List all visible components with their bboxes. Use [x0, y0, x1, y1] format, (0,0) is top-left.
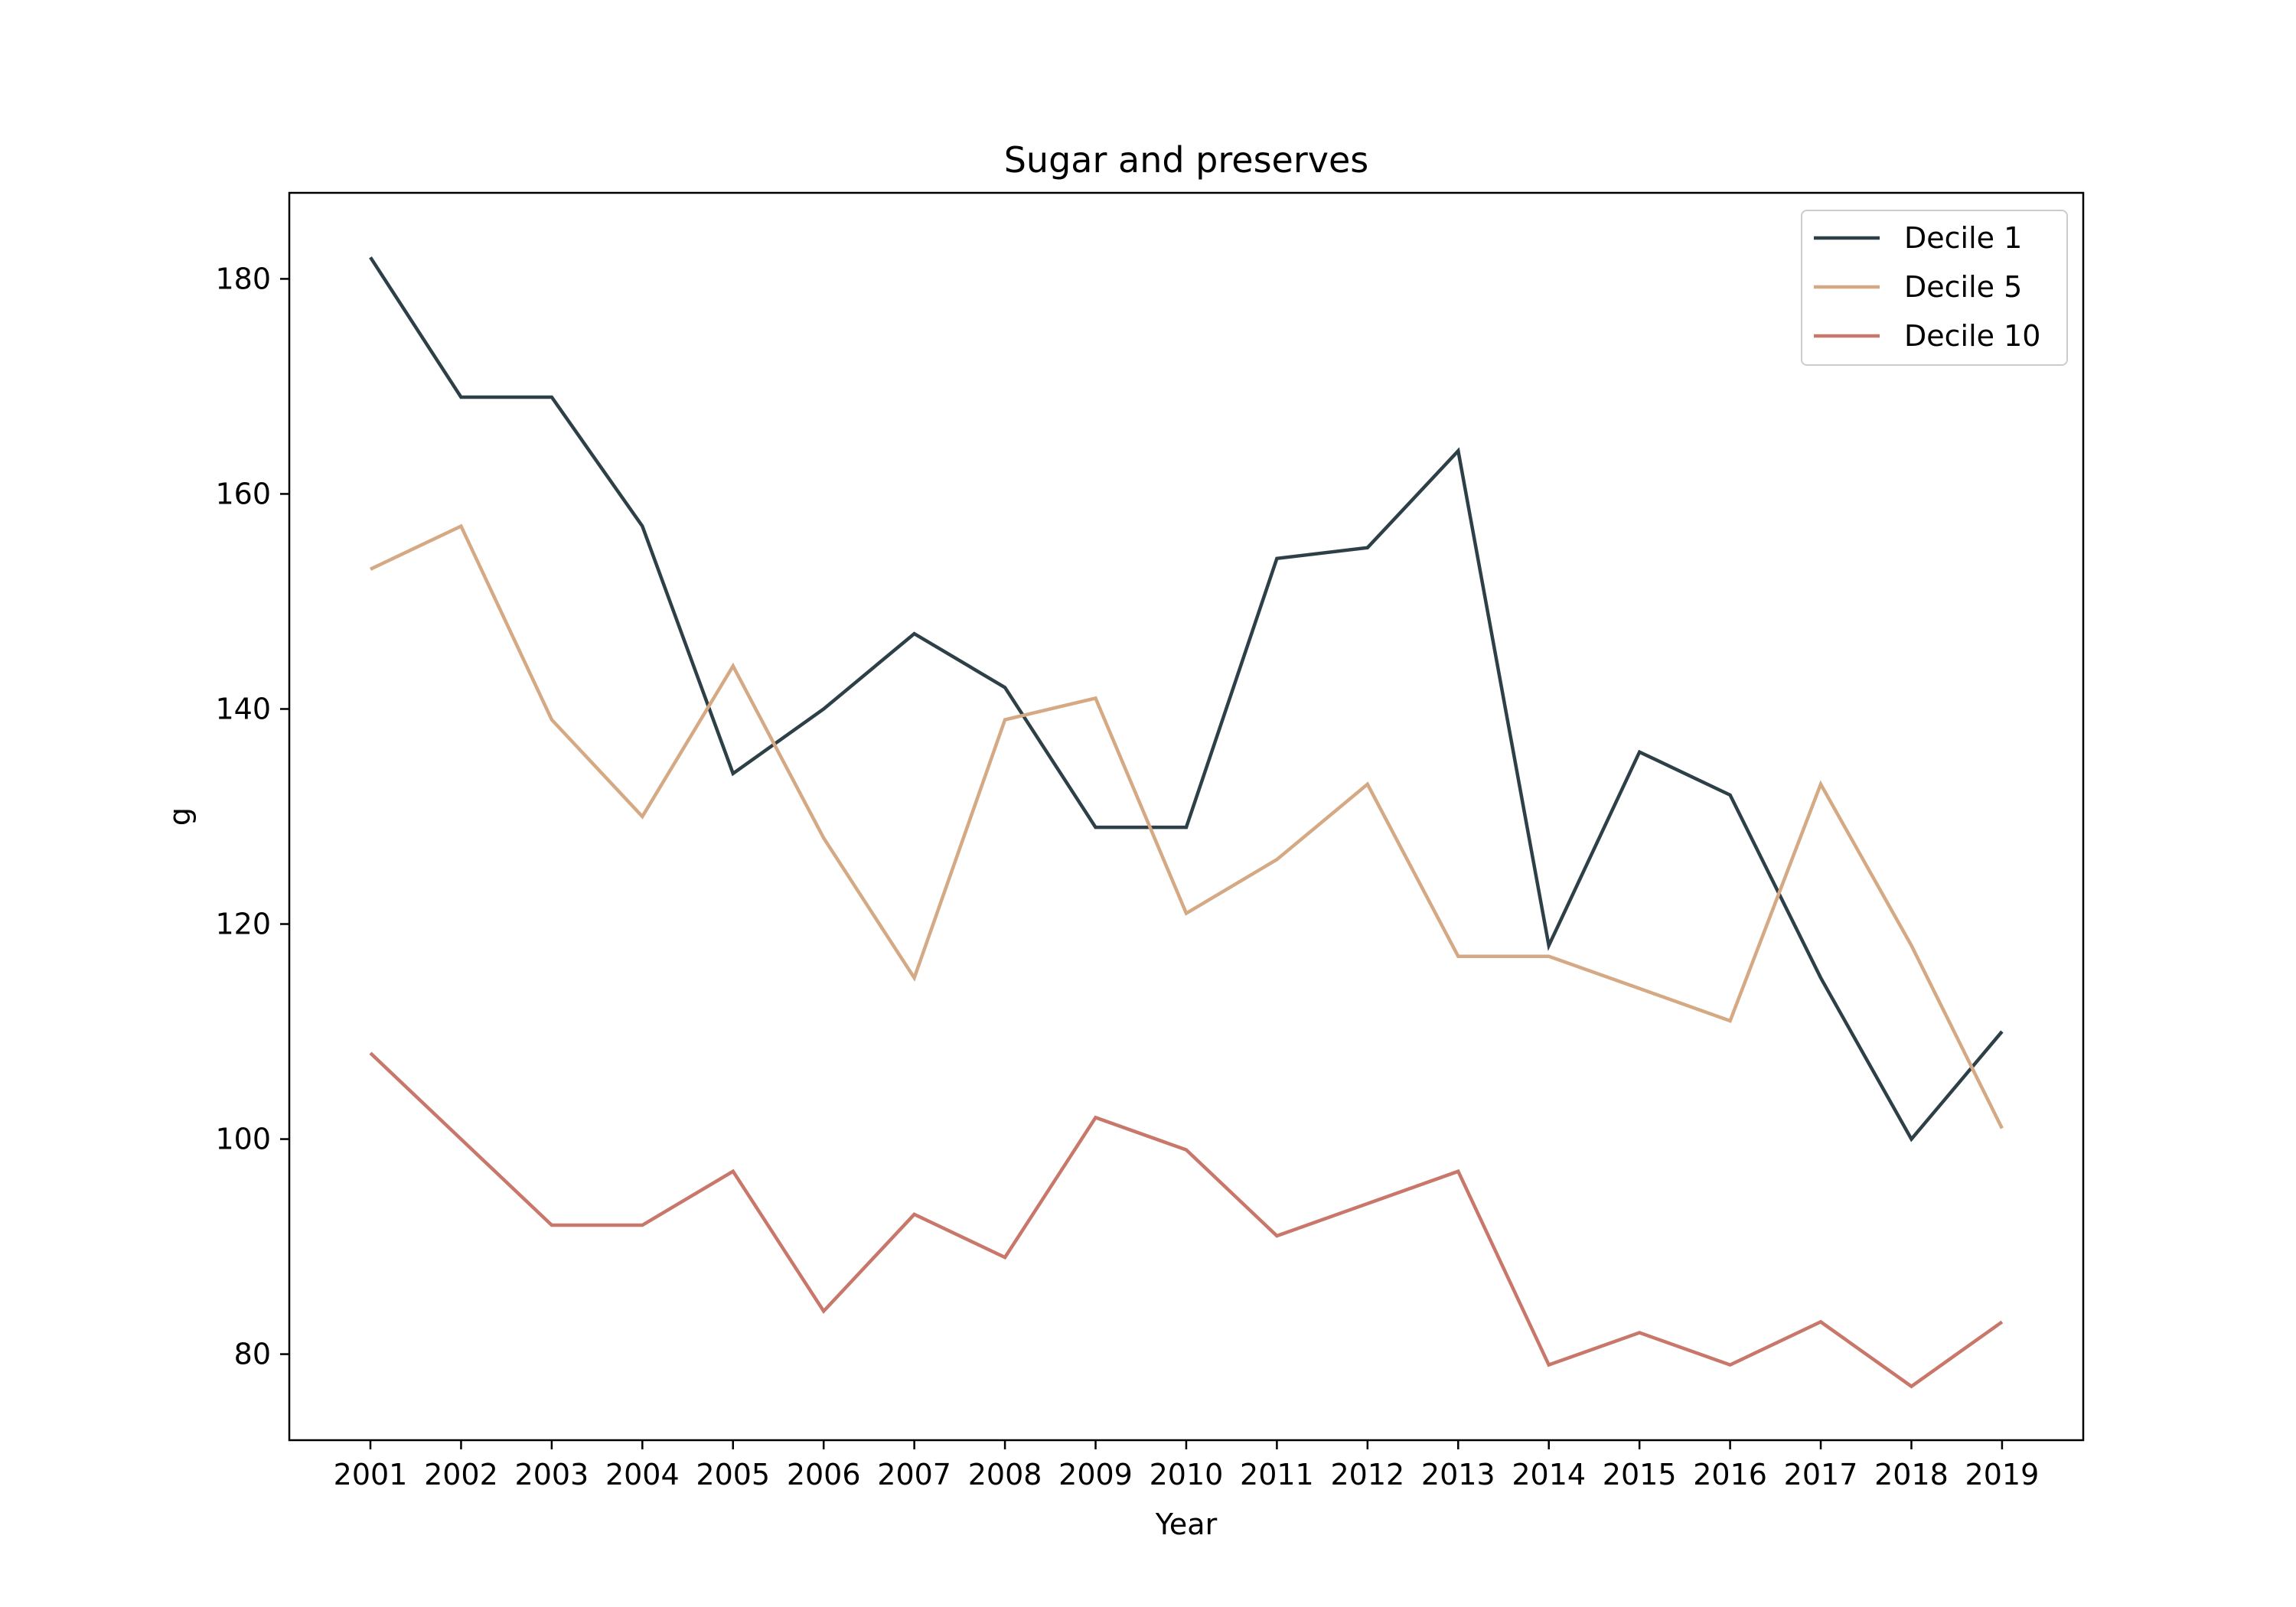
x-tick-label: 2015 [1603, 1458, 1677, 1491]
x-axis: 2001 2002 2003 2004 2005 2006 2007 2008 2009 2010… [334, 1440, 2040, 1491]
x-tick-label: 2019 [1965, 1458, 2040, 1491]
x-tick-label: 2014 [1512, 1458, 1586, 1491]
x-axis-label: Year [1155, 1508, 1218, 1541]
x-tick-label: 2009 [1058, 1458, 1133, 1491]
y-tick-label: 180 [215, 262, 271, 295]
y-tick-label: 160 [215, 477, 271, 510]
x-tick-label: 2004 [605, 1458, 680, 1491]
x-tick-label: 2001 [334, 1458, 408, 1491]
y-tick-label: 120 [215, 908, 271, 941]
x-tick-label: 2005 [696, 1458, 770, 1491]
series-line-3 [369, 1051, 2004, 1389]
x-tick-label: 2010 [1150, 1458, 1224, 1491]
y-tick-label: 100 [215, 1123, 271, 1156]
series-line-2 [370, 523, 2004, 1129]
x-tick-label: 2002 [424, 1458, 498, 1491]
x-tick-label: 2018 [1874, 1458, 1949, 1491]
x-tick-label: 2017 [1784, 1458, 1858, 1491]
legend-box [1801, 210, 2068, 366]
y-tick-label: 80 [234, 1338, 271, 1371]
x-tick-label: 2008 [968, 1458, 1042, 1491]
x-tick-label: 2006 [787, 1458, 861, 1491]
y-tick-label: 140 [215, 692, 271, 725]
y-axis-label: g [163, 807, 197, 826]
x-tick-label: 2003 [515, 1458, 589, 1491]
x-tick-label: 2007 [877, 1458, 951, 1491]
legend: Decile 1 Decile 5 Decile 10 [1801, 210, 2068, 366]
y-axis: 80 100 120 140 160 180 [215, 262, 289, 1371]
legend-label: Decile 5 [1904, 270, 2022, 304]
plot-area [369, 256, 2004, 1389]
x-tick-label: 2016 [1693, 1458, 1767, 1491]
x-tick-label: 2012 [1330, 1458, 1404, 1491]
chart-title: Sugar and preserves [1004, 139, 1369, 181]
legend-label: Decile 10 [1904, 319, 2040, 353]
x-tick-label: 2011 [1240, 1458, 1314, 1491]
legend-label: Decile 1 [1904, 221, 2022, 255]
x-tick-label: 2013 [1421, 1458, 1495, 1491]
series-line-1 [369, 256, 2004, 1143]
